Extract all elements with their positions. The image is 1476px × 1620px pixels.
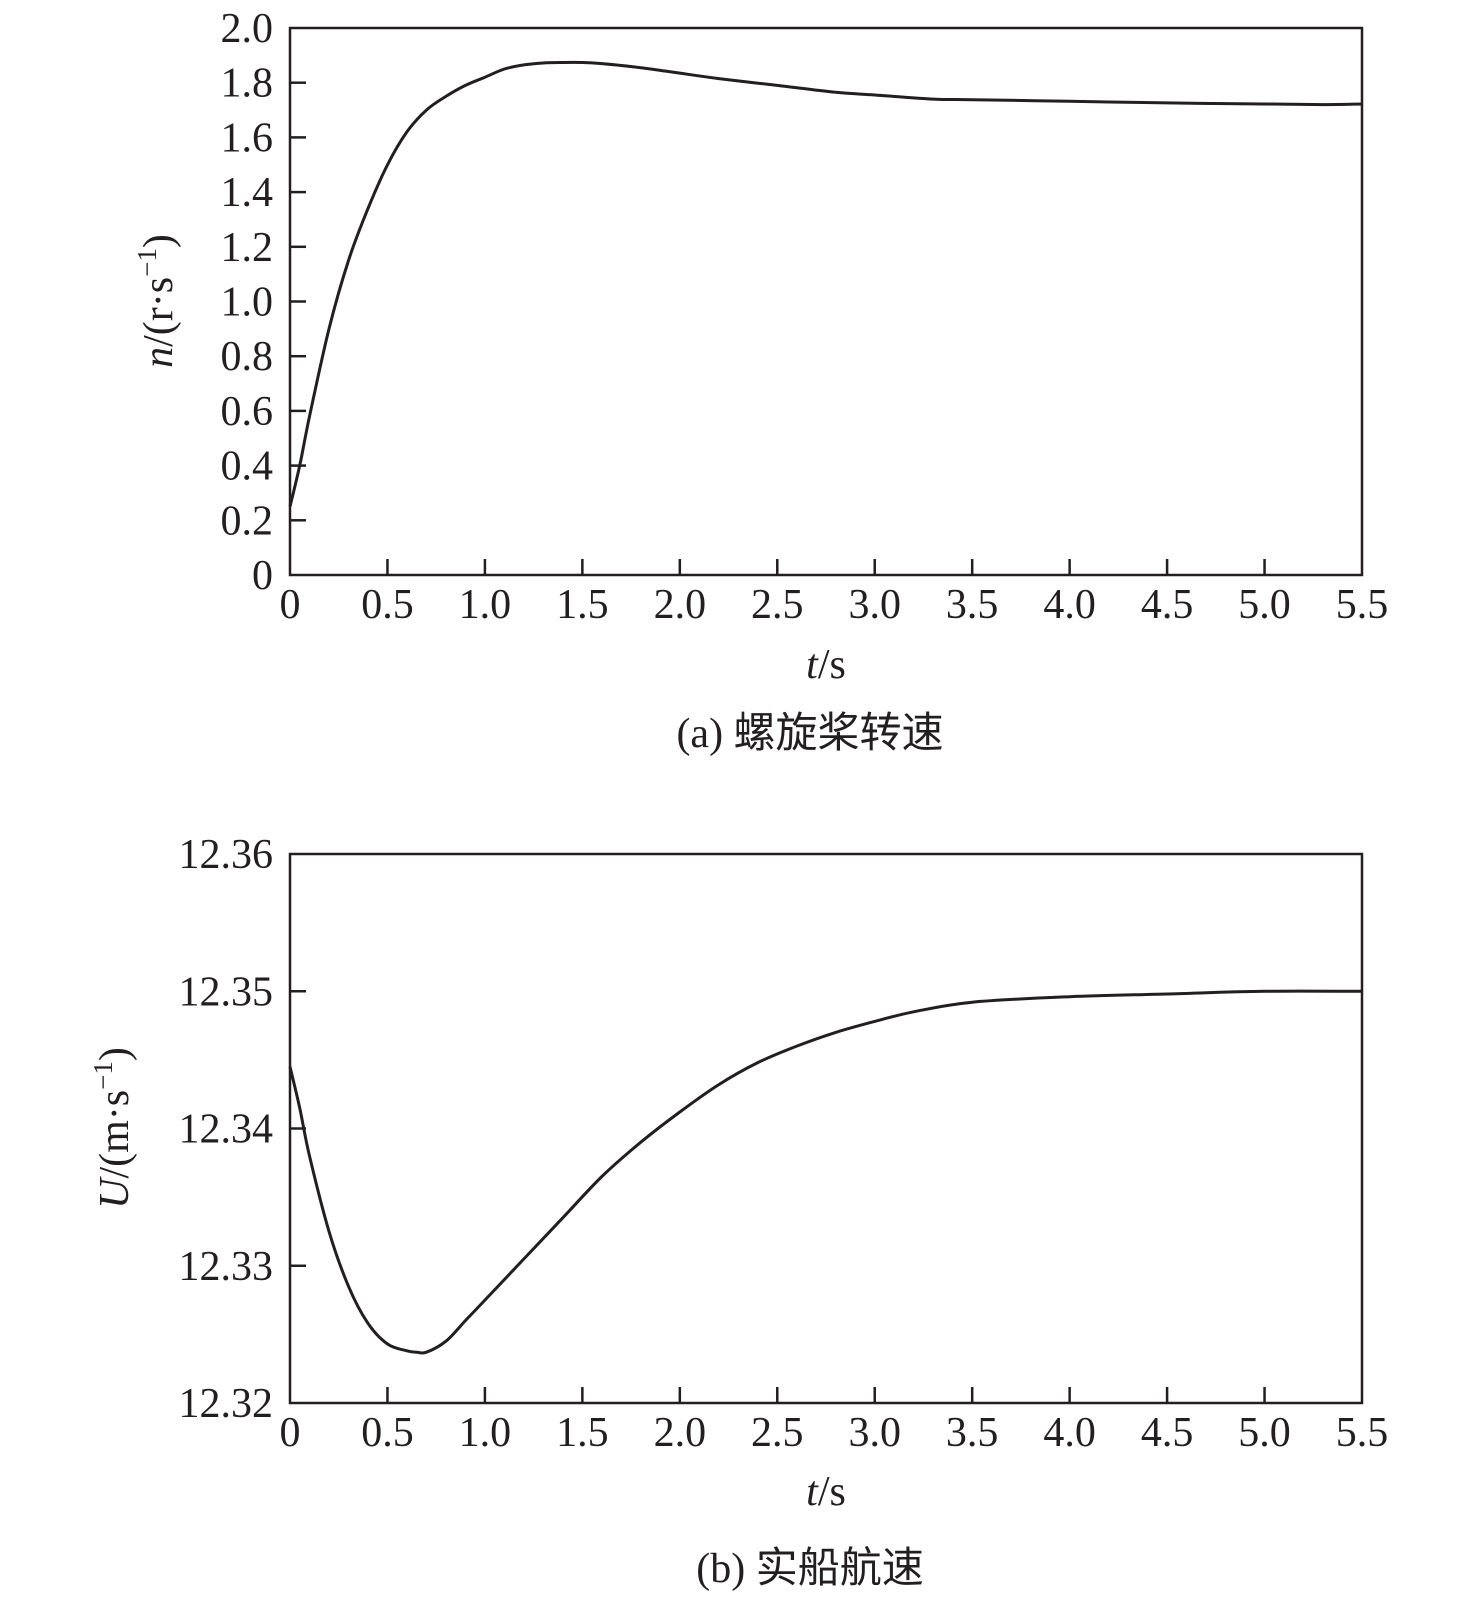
y-tick-label: 1.8 [221,61,274,107]
chart-b-y-axis-label: U/(m·s−1) [88,1047,138,1209]
x-tick-label: 2.0 [654,1410,707,1456]
y-tick-label: 1.6 [221,115,274,161]
y-tick-label: 1.0 [221,280,274,326]
x-tick-label: 5.5 [1336,582,1389,628]
x-tick-label: 4.5 [1141,582,1194,628]
chart-a-y-axis-exponent: −1 [132,248,162,277]
x-tick-label: 0.5 [361,1410,414,1456]
x-tick-label: 5.5 [1336,1410,1389,1456]
chart-a-series-line [288,60,1363,507]
chart-a-caption: (a) 螺旋桨转速 [676,711,943,757]
chart-a-y-axis-close: ) [136,234,182,248]
x-tick-label: 0 [280,582,301,628]
y-tick-label: 12.32 [179,1381,274,1427]
chart-a-ticks [290,81,1266,575]
y-tick-label: 0.8 [221,334,274,380]
y-tick-label: 2.0 [221,6,274,52]
chart-a-y-tick-labels: 0 0.2 0.4 0.6 0.8 1.0 1.2 1.4 1.6 1.8 2.0 [221,6,274,599]
chart-b-caption: (b) 实船航速 [696,1545,923,1592]
x-tick-label: 3.0 [848,582,901,628]
chart-b-series-line [288,989,1363,1355]
chart-b-y-axis-exponent: −1 [88,1061,118,1090]
chart-b-y-axis-unit: /(m·s [92,1090,138,1179]
chart-a-x-axis-unit: /s [818,642,846,688]
chart-b-x-tick-labels: 0 0.5 1.0 1.5 2.0 2.5 3.0 3.5 4.0 4.5 5.0 5.5 [280,1410,1389,1456]
x-tick-label: 4.0 [1043,582,1096,628]
x-tick-label: 2.5 [751,1410,804,1456]
chart-panel-a: 0 0.5 1.0 1.5 2.0 2.5 3.0 3.5 4.0 4.5 5.0 5.5 00.20… [132,6,1388,757]
chart-panel-b: 0 0.5 1.0 1.5 2.0 2.5 3.0 3.5 4.0 4.5 5.0 5.5 12.32… [88,832,1388,1592]
chart-a-y-axis-var: n [136,347,182,368]
chart-b-plot-frame [288,852,1364,1405]
chart-b-y-axis-close: ) [92,1047,138,1061]
chart-a-x-axis-label: t/s [806,642,846,688]
x-tick-label: 3.5 [946,1410,999,1456]
y-tick-label: 0.2 [221,498,274,544]
x-tick-label: 2.0 [654,582,707,628]
chart-b-x-axis-unit: /s [818,1469,846,1515]
x-tick-label: 2.5 [751,582,804,628]
x-tick-label: 3.5 [946,582,999,628]
y-tick-label: 1.2 [221,225,274,271]
y-tick-label: 12.34 [179,1107,274,1153]
x-tick-label: 4.5 [1141,1410,1194,1456]
chart-b-x-axis-label: t/s [806,1469,846,1515]
chart-a-x-tick-labels: 0 0.5 1.0 1.5 2.0 2.5 3.0 3.5 4.0 4.5 5.0 5.5 [280,582,1389,628]
x-tick-label: 1.5 [556,1410,609,1456]
x-tick-label: 1.0 [459,1410,512,1456]
x-tick-label: 1.5 [556,582,609,628]
x-tick-label: 3.0 [848,1410,901,1456]
x-tick-label: 0 [280,1410,301,1456]
chart-b-ticks [290,990,1266,1403]
x-tick-label: 5.0 [1238,1410,1291,1456]
y-tick-label: 1.4 [221,170,274,216]
y-tick-label: 12.36 [179,832,274,878]
y-tick-label: 0 [252,553,273,599]
chart-a-y-axis-unit: /(r·s [136,277,182,347]
x-tick-label: 4.0 [1043,1410,1096,1456]
y-tick-label: 0.4 [221,444,274,490]
x-tick-label: 0.5 [361,582,414,628]
chart-b-x-axis-var: t [806,1469,819,1515]
y-tick-label: 0.6 [221,389,274,435]
chart-a-y-axis-label: n/(r·s−1) [132,234,182,368]
y-tick-label: 12.35 [179,969,274,1015]
chart-a-x-axis-var: t [806,642,819,688]
x-tick-label: 5.0 [1238,582,1291,628]
y-tick-label: 12.33 [179,1244,274,1290]
chart-b-y-axis-var: U [92,1176,138,1209]
chart-a-plot-frame [288,26,1364,577]
x-tick-label: 1.0 [459,582,512,628]
chart-b-y-tick-labels: 12.32 12.33 12.34 12.35 12.36 [179,832,274,1427]
